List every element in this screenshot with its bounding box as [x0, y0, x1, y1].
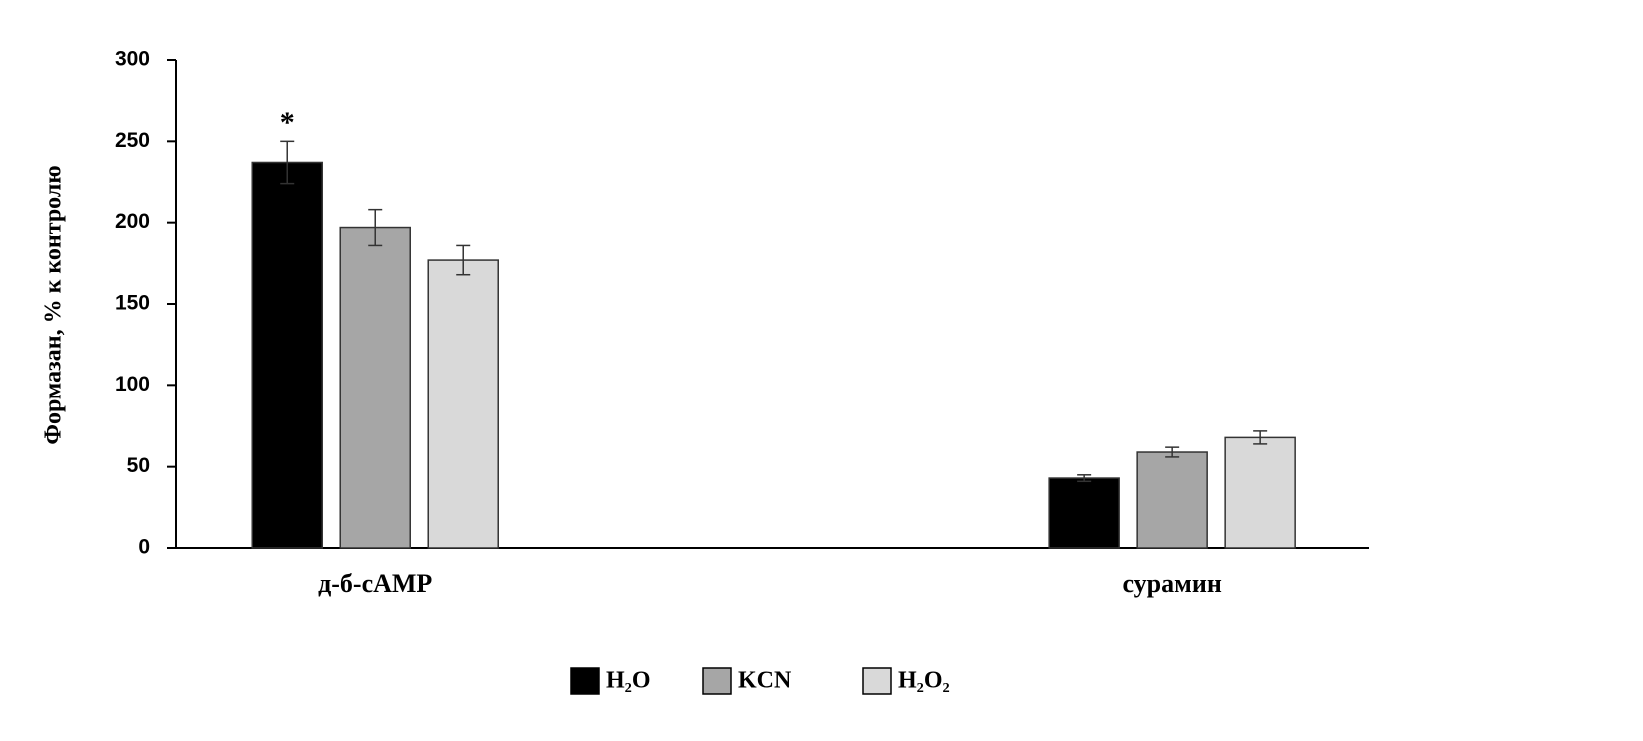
bar: [427, 259, 499, 549]
y-tick-label: 100: [115, 373, 150, 396]
bar: [251, 161, 323, 549]
error-bar: [368, 208, 383, 247]
bar: [1224, 436, 1296, 549]
x-tick-label: сурамин: [1122, 569, 1221, 598]
y-tick-label: 200: [115, 210, 150, 233]
y-tick-label: 150: [115, 292, 150, 315]
bar: [1136, 451, 1208, 549]
legend-label: KCN: [738, 668, 792, 694]
legend-label: H₂O₂: [898, 668, 950, 694]
legend-swatch: [862, 667, 892, 695]
bar: [1048, 477, 1120, 549]
y-tick-label: 50: [127, 454, 150, 477]
y-tick-label: 300: [115, 48, 150, 71]
legend-swatch: [702, 667, 732, 695]
legend-label: H₂O: [606, 668, 651, 694]
bar: [339, 226, 411, 549]
y-axis-label: Формазан, % к контролю: [41, 165, 67, 444]
error-bar: [1077, 474, 1092, 483]
annotation: *: [280, 106, 295, 139]
y-tick-label: 0: [138, 536, 150, 559]
legend-swatch: [570, 667, 600, 695]
x-tick-label: д-б-cAMP: [318, 569, 432, 598]
error-bar: [1165, 446, 1180, 458]
error-bar: [280, 140, 295, 185]
y-tick-label: 250: [115, 129, 150, 152]
error-bar: [456, 244, 471, 276]
error-bar: [1253, 430, 1268, 445]
